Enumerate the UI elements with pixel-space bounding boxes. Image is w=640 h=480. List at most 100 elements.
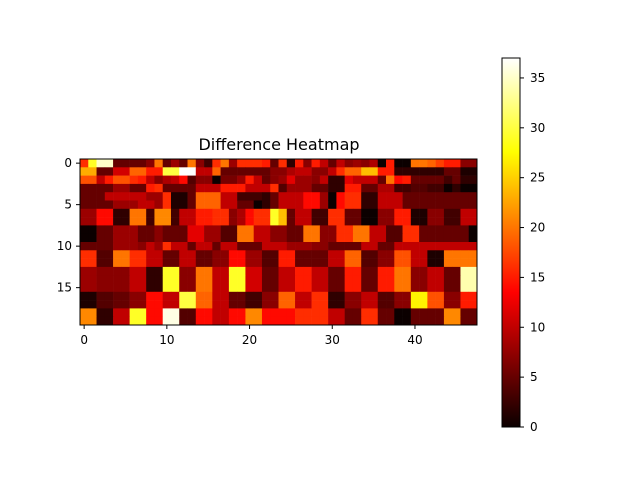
heatmap-cell xyxy=(402,183,412,193)
heatmap-cell xyxy=(377,300,387,309)
heatmap-cell xyxy=(80,316,89,326)
heatmap-cell xyxy=(121,225,130,234)
heatmap-cell xyxy=(328,316,337,326)
heatmap-cell xyxy=(361,167,370,176)
heatmap-cell xyxy=(427,242,436,251)
heatmap-cell xyxy=(270,167,279,176)
heatmap-cell xyxy=(88,242,97,251)
heatmap-cell xyxy=(154,266,164,276)
heatmap-cell xyxy=(261,200,271,210)
heatmap-cell xyxy=(121,291,130,301)
heatmap-cell xyxy=(361,275,370,284)
heatmap-cell xyxy=(228,175,238,185)
heatmap-cell xyxy=(104,233,114,243)
heatmap-cell xyxy=(394,217,403,226)
heatmap-cell xyxy=(261,250,271,259)
heatmap-cell xyxy=(261,167,271,176)
heatmap-cell xyxy=(435,266,445,276)
heatmap-cell xyxy=(220,258,230,268)
heatmap-cell xyxy=(228,283,238,293)
heatmap-cell xyxy=(162,167,172,176)
heatmap-cell xyxy=(319,217,329,226)
heatmap-cell xyxy=(170,242,180,251)
heatmap-cell xyxy=(204,183,213,193)
heatmap-cell xyxy=(295,225,304,234)
heatmap-cell xyxy=(443,308,453,317)
heatmap-cell xyxy=(245,242,254,251)
heatmap-cell xyxy=(286,250,296,259)
heatmap-cell xyxy=(253,192,263,201)
heatmap-cell xyxy=(228,316,238,326)
heatmap-cell xyxy=(253,300,263,309)
heatmap-cell xyxy=(460,217,470,226)
heatmap-cell xyxy=(336,291,345,301)
heatmap-cell xyxy=(195,316,205,326)
heatmap-cell xyxy=(452,183,461,193)
heatmap-cell xyxy=(386,208,395,218)
heatmap-cell xyxy=(179,283,188,293)
heatmap-cell xyxy=(344,266,354,276)
heatmap-cell xyxy=(179,159,188,168)
heatmap-cell xyxy=(270,242,279,251)
heatmap-cell xyxy=(121,283,130,293)
heatmap-cell xyxy=(303,175,312,185)
y-axis: 0 5 10 15 xyxy=(57,156,80,295)
heatmap-cell xyxy=(245,175,254,185)
heatmap-cell xyxy=(129,200,139,210)
heatmap-cell xyxy=(113,275,122,284)
heatmap-cell xyxy=(96,300,106,309)
heatmap-cell xyxy=(220,300,230,309)
heatmap-cell xyxy=(427,183,436,193)
heatmap-cell xyxy=(220,233,230,243)
heatmap-cell xyxy=(443,175,453,185)
heatmap-cell xyxy=(443,192,453,201)
heatmap-cell xyxy=(187,225,197,234)
heatmap-cell xyxy=(179,208,188,218)
heatmap-cell xyxy=(344,192,354,201)
heatmap-cell xyxy=(460,283,470,293)
heatmap-cell xyxy=(377,200,387,210)
heatmap-cell xyxy=(452,308,461,317)
heatmap-cell xyxy=(452,217,461,226)
heatmap-cell xyxy=(162,266,172,276)
heatmap-cell xyxy=(452,258,461,268)
heatmap-cell xyxy=(187,283,197,293)
heatmap-cell xyxy=(212,242,221,251)
heatmap-cell xyxy=(253,258,263,268)
heatmap-cell xyxy=(402,242,412,251)
heatmap-cell xyxy=(129,217,139,226)
heatmap-cell xyxy=(96,316,106,326)
heatmap-cell xyxy=(319,308,329,317)
heatmap-cell xyxy=(377,192,387,201)
heatmap-cell xyxy=(435,175,445,185)
heatmap-cell xyxy=(253,316,263,326)
heatmap-cell xyxy=(394,183,403,193)
heatmap-cell xyxy=(187,159,197,168)
heatmap-cell xyxy=(361,192,370,201)
heatmap-cell xyxy=(460,233,470,243)
heatmap-cell xyxy=(129,291,139,301)
heatmap-cell xyxy=(96,192,106,201)
heatmap-cell xyxy=(104,159,114,168)
heatmap-cell xyxy=(460,300,470,309)
heatmap-cell xyxy=(336,266,345,276)
heatmap-cell xyxy=(170,275,180,284)
heatmap-cell xyxy=(377,225,387,234)
heatmap-cell xyxy=(121,258,130,268)
heatmap-cell xyxy=(162,183,172,193)
heatmap-cell xyxy=(344,200,354,210)
heatmap-cell xyxy=(295,266,304,276)
heatmap-cell xyxy=(319,316,329,326)
heatmap-cell xyxy=(286,266,296,276)
heatmap-cell xyxy=(295,192,304,201)
heatmap-cell xyxy=(402,233,412,243)
heatmap-cell xyxy=(419,200,428,210)
heatmap-cell xyxy=(195,308,205,317)
heatmap-cell xyxy=(419,217,428,226)
heatmap-cell xyxy=(295,283,304,293)
heatmap-cell xyxy=(113,233,122,243)
heatmap-cell xyxy=(253,233,263,243)
heatmap-cell xyxy=(286,275,296,284)
heatmap-cell xyxy=(402,291,412,301)
heatmap-cell xyxy=(278,308,288,317)
